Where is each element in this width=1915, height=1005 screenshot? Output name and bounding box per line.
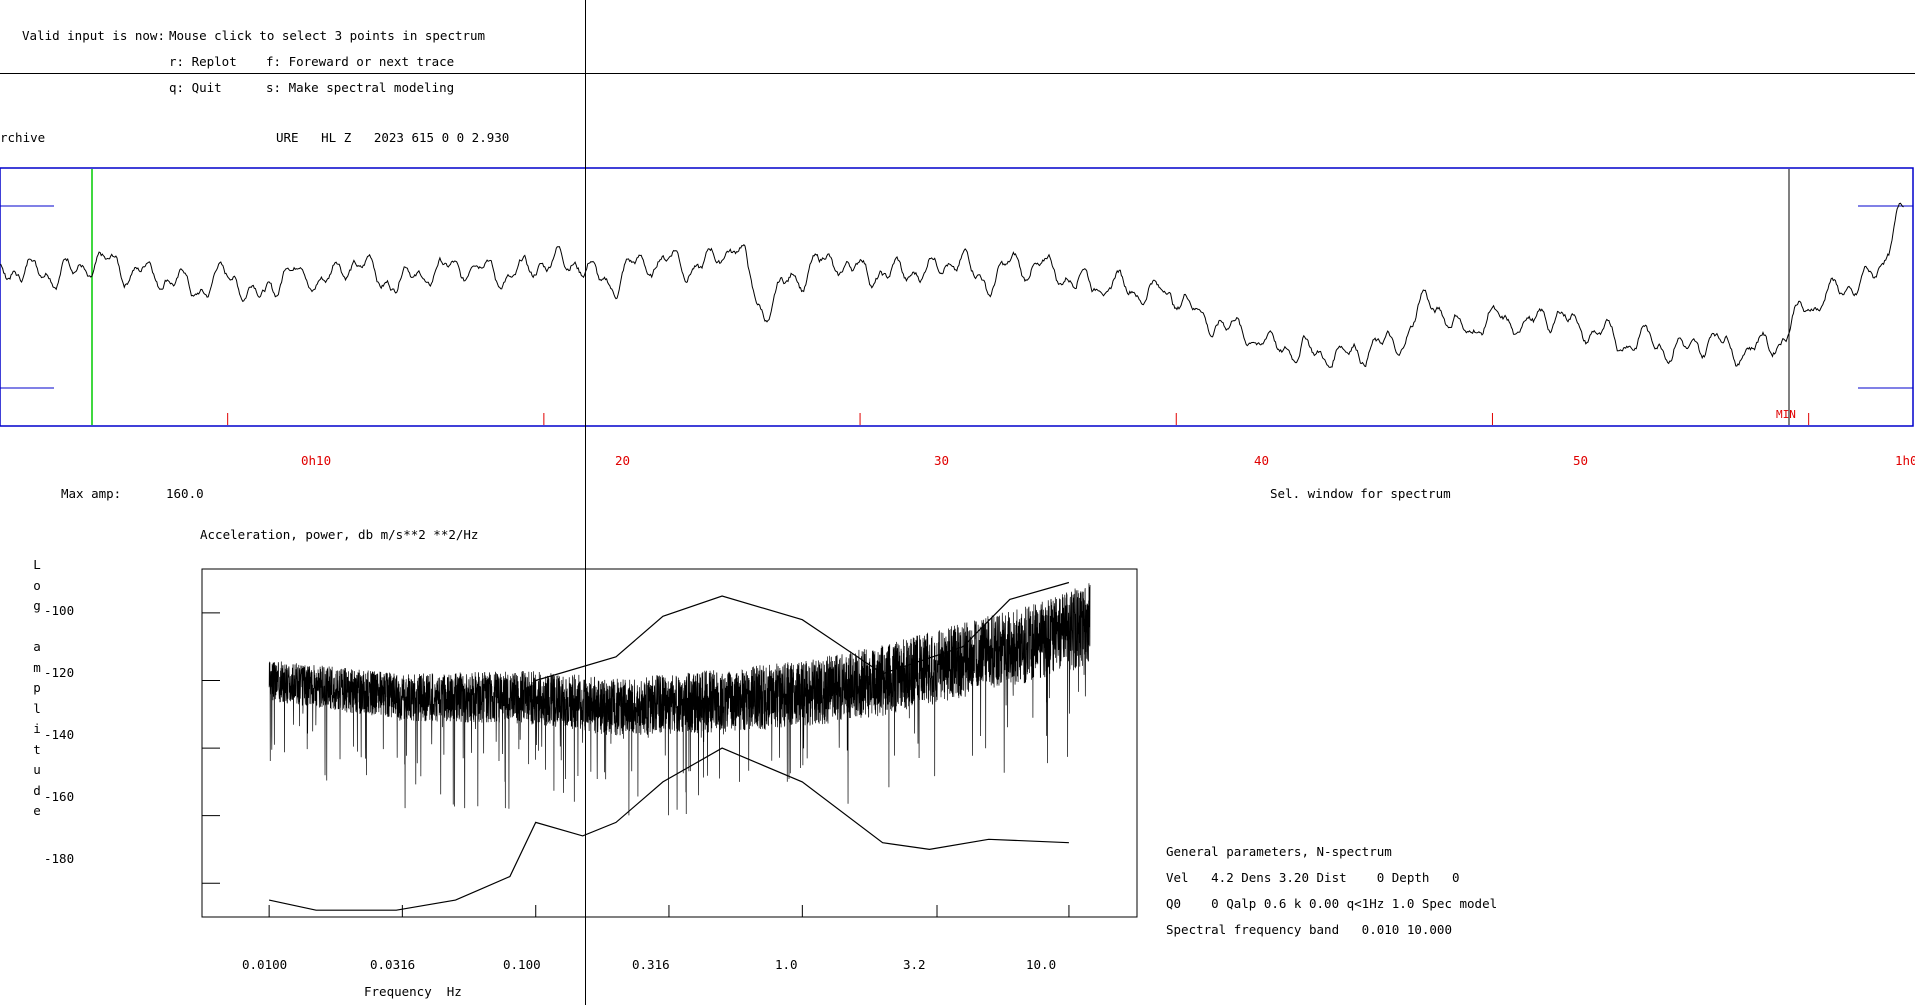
- y-tick-label: -120: [44, 665, 75, 680]
- prompt-value: Mouse click to select 3 points in spectr…: [169, 28, 486, 43]
- replot-command[interactable]: r: Replot: [169, 54, 237, 69]
- params-title: General parameters, N-spectrum: [1166, 844, 1392, 859]
- x-tick-label: 10.0: [1026, 957, 1057, 972]
- y-label-letter: o: [33, 577, 41, 593]
- x-tick-label: 0.316: [632, 957, 670, 972]
- y-label-letter: e: [33, 803, 41, 818]
- spectrum-y-axis: [202, 612, 220, 884]
- y-tick-label: -100: [44, 603, 75, 618]
- spectral-modeling-command[interactable]: s: Make spectral modeling: [266, 80, 455, 95]
- y-label-letter: l: [33, 700, 41, 716]
- params-line-velocity: Vel 4.2 Dens 3.20 Dist 0 Depth 0: [1166, 870, 1460, 885]
- station-info: URE HL Z 2023 615 0 0 2.930: [276, 130, 510, 145]
- y-label-letter: p: [33, 680, 41, 695]
- time-tick-label: 20: [615, 453, 631, 468]
- noise-model-lower: [268, 747, 1069, 911]
- y-label-letter: i: [33, 721, 41, 736]
- time-tick-label: 0h10: [301, 453, 332, 468]
- spectrum-data: [268, 583, 1091, 816]
- spectrum-x-axis: [268, 905, 1070, 917]
- noise-model-upper: [535, 581, 1070, 682]
- max-amp-value: 160.0: [166, 486, 204, 501]
- y-tick-label: -140: [44, 727, 75, 742]
- prompt-label: Valid input is now:: [22, 28, 165, 43]
- window-select-label: Sel. window for spectrum: [1270, 486, 1451, 501]
- spectrum-x-label: Frequency Hz: [364, 984, 462, 999]
- time-axis: [227, 413, 1810, 425]
- archive-label: rchive: [0, 130, 46, 145]
- seismogram-trace: [0, 202, 1904, 369]
- y-label-letter: t: [33, 741, 41, 757]
- trace-frame: [0, 167, 1914, 427]
- x-tick-label: 0.100: [503, 957, 541, 972]
- forward-command[interactable]: f: Foreward or next trace: [266, 54, 455, 69]
- x-tick-label: 0.0316: [370, 957, 416, 972]
- y-label-letter: g: [33, 598, 41, 613]
- y-label-letter: a: [33, 639, 41, 654]
- x-tick-label: 0.0100: [242, 957, 288, 972]
- max-amp-label: Max amp:: [61, 486, 122, 501]
- y-label-letter: u: [33, 762, 41, 777]
- time-tick-label: 50: [1573, 453, 1589, 468]
- time-tick-label: 40: [1254, 453, 1270, 468]
- crosshair-horizontal: [0, 73, 1915, 74]
- y-tick-label: -180: [44, 851, 75, 866]
- quit-command[interactable]: q: Quit: [169, 80, 222, 95]
- spectrum-title: Acceleration, power, db m/s**2 **2/Hz: [200, 527, 479, 542]
- time-tick-label: 1h0: [1895, 453, 1915, 468]
- y-label-letter: L: [33, 557, 41, 572]
- params-line-q: Q0 0 Qalp 0.6 k 0.00 q<1Hz 1.0 Spec mode…: [1166, 896, 1498, 911]
- crosshair-vertical: [585, 0, 586, 1005]
- y-label-letter: m: [33, 659, 41, 675]
- min-marker: MIN: [1776, 408, 1796, 421]
- time-tick-label: 30: [934, 453, 950, 468]
- params-line-band: Spectral frequency band 0.010 10.000: [1166, 922, 1452, 937]
- x-tick-label: 1.0: [775, 957, 798, 972]
- spectrum-frame: [201, 568, 1138, 918]
- x-tick-label: 3.2: [903, 957, 926, 972]
- y-tick-label: -160: [44, 789, 75, 804]
- y-label-letter: d: [33, 782, 41, 798]
